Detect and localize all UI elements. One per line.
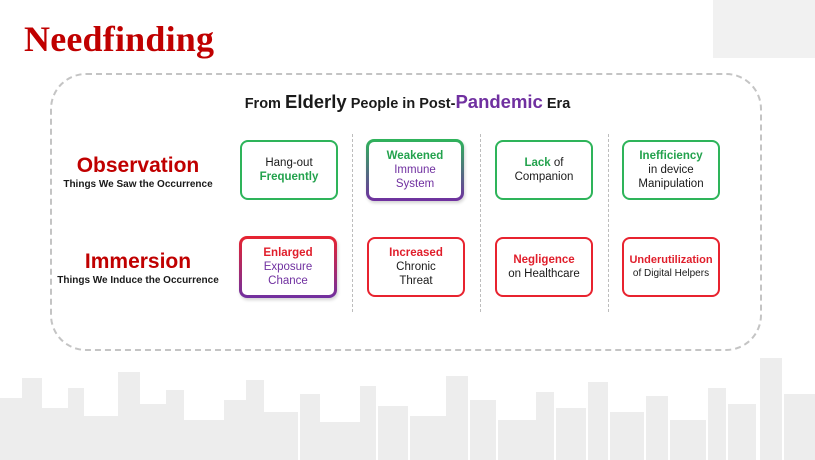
observation-subtitle: Things We Saw the Occurrence <box>63 179 213 190</box>
card-inefficiency-device-manipulation: Inefficiency in device Manipulation <box>622 140 720 200</box>
card-text-highlight: Inefficiency <box>639 150 703 162</box>
card-text: Threat <box>399 275 433 287</box>
immersion-subtitle: Things We Induce the Occurrence <box>57 275 219 286</box>
city-skyline-background <box>0 358 815 460</box>
observation-label: Observation Things We Saw the Occurrence <box>58 154 218 191</box>
card-text-highlight: Lack <box>524 157 551 169</box>
card-text-highlight: Frequently <box>259 171 319 183</box>
immersion-title: Immersion <box>84 250 192 273</box>
slide-title: Needfinding <box>24 19 215 59</box>
card-negligence-on-healthcare: Negligence on Healthcare <box>495 237 593 297</box>
immersion-label: Immersion Things We Induce the Occurrenc… <box>52 250 224 287</box>
card-underutilization-digital-helpers: Underutilization of Digital Helpers <box>622 237 720 297</box>
subtitle-part-2: People in Post- <box>346 96 456 112</box>
card-text: Manipulation <box>638 178 704 190</box>
subtitle-pandemic: Pandemic <box>455 91 543 112</box>
card-text-highlight: Underutilization <box>629 254 713 266</box>
card-hang-out-frequently: Hang-out Frequently <box>240 140 338 200</box>
card-text: Companion <box>514 171 574 183</box>
observation-title: Observation <box>76 154 200 177</box>
card-text: Immune <box>394 164 436 176</box>
card-text-highlight: Weakened <box>386 150 444 162</box>
column-divider <box>352 134 353 312</box>
subtitle-part-1: From <box>244 96 285 112</box>
card-text: on Healthcare <box>508 268 580 280</box>
card-text: in device <box>648 164 694 176</box>
subtitle-elderly: Elderly <box>284 91 347 112</box>
card-text: of Digital Helpers <box>632 268 710 279</box>
dashed-frame <box>50 73 762 351</box>
card-increased-chronic-threat: Increased Chronic Threat <box>367 237 465 297</box>
card-text-line: Lack of <box>524 156 563 170</box>
card-text: Chance <box>268 275 308 287</box>
card-lack-of-companion: Lack of Companion <box>495 140 593 200</box>
corner-decoration <box>713 0 815 58</box>
card-text-highlight: Increased <box>389 247 443 259</box>
subtitle-part-3: Era <box>542 96 571 112</box>
card-text-highlight: Enlarged <box>263 247 313 259</box>
card-text-highlight: Negligence <box>513 254 575 266</box>
card-text: Exposure <box>263 261 313 273</box>
column-divider <box>608 134 609 312</box>
card-text: Chronic <box>396 261 436 273</box>
card-weakened-immune-system: Weakened Immune System <box>366 139 464 201</box>
column-divider <box>480 134 481 312</box>
card-enlarged-exposure-chance: Enlarged Exposure Chance <box>239 236 337 298</box>
subtitle: From Elderly People in Post-Pandemic Era <box>0 91 815 113</box>
card-text: Hang-out <box>265 157 313 169</box>
card-text: System <box>395 178 435 190</box>
card-text: of <box>550 157 564 169</box>
